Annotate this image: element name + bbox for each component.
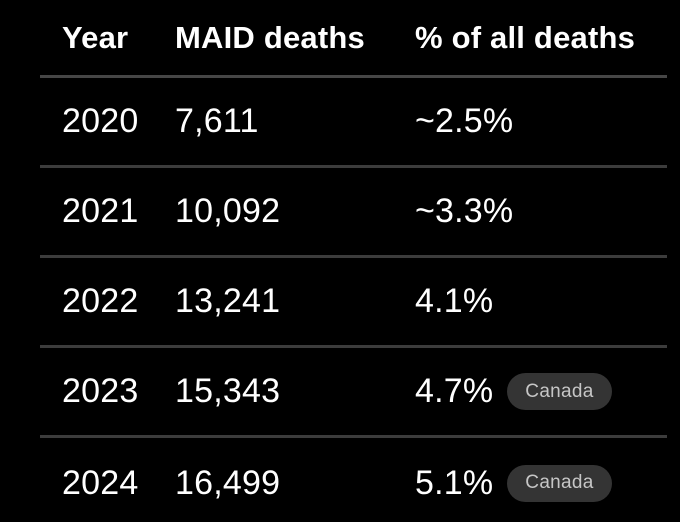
pct-value: ~2.5%: [415, 102, 514, 140]
maid-deaths-table: Year MAID deaths % of all deaths 2020 7,…: [40, 0, 667, 522]
column-header-pct-of-all-deaths: % of all deaths: [415, 19, 636, 55]
table-row-2020: 2020 7,611 ~2.5%: [40, 78, 667, 168]
pct-cell: 4.7% Canada: [415, 372, 667, 411]
year-cell: 2020: [62, 102, 139, 140]
deaths-cell: 13,241: [175, 282, 281, 320]
column-header-year: Year: [62, 19, 129, 55]
table-row-2024: 2024 16,499 5.1% Canada: [40, 438, 667, 522]
pct-cell: ~3.3%: [415, 192, 667, 231]
pct-value: ~3.3%: [415, 192, 514, 230]
year-cell: 2023: [62, 372, 139, 410]
pct-cell: ~2.5%: [415, 102, 667, 141]
canada-source-badge[interactable]: Canada: [507, 373, 612, 410]
table-row-2022: 2022 13,241 4.1%: [40, 258, 667, 348]
year-cell: 2024: [62, 463, 139, 502]
year-cell: 2021: [62, 192, 139, 230]
pct-cell: 5.1% Canada: [415, 464, 667, 503]
pct-value: 5.1%: [415, 463, 494, 502]
pct-value: 4.1%: [415, 282, 494, 320]
canada-source-badge[interactable]: Canada: [507, 464, 612, 502]
year-cell: 2022: [62, 282, 139, 320]
deaths-cell: 7,611: [175, 102, 259, 140]
table-header-row: Year MAID deaths % of all deaths: [40, 0, 667, 78]
table-row-2023: 2023 15,343 4.7% Canada: [40, 348, 667, 438]
pct-cell: 4.1%: [415, 282, 667, 321]
table-row-2021: 2021 10,092 ~3.3%: [40, 168, 667, 258]
column-header-maid-deaths: MAID deaths: [175, 19, 365, 55]
deaths-cell: 15,343: [175, 372, 281, 410]
deaths-cell: 16,499: [175, 463, 281, 502]
deaths-cell: 10,092: [175, 192, 281, 230]
pct-value: 4.7%: [415, 372, 494, 410]
